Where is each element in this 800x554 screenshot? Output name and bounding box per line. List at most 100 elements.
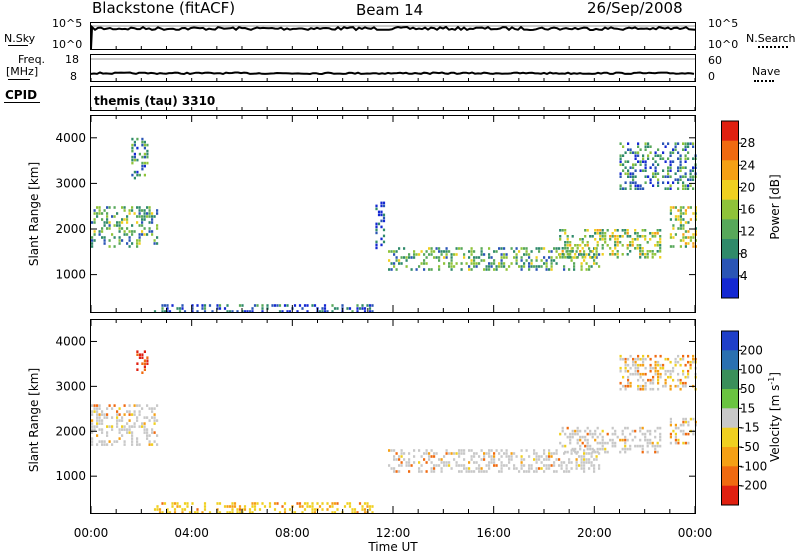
velocity-cell — [420, 455, 423, 458]
power-cell — [425, 250, 428, 253]
velocity-cell — [181, 508, 184, 511]
velocity-cell — [649, 366, 652, 370]
power-cell — [588, 265, 591, 268]
velocity-cell — [106, 413, 109, 416]
velocity-cell — [218, 502, 222, 505]
velocity-cell — [649, 429, 652, 433]
velocity-cell — [361, 505, 364, 508]
velocity-cell — [664, 369, 667, 373]
power-cell — [470, 250, 473, 253]
velocity-cell — [575, 461, 578, 464]
power-cell — [382, 219, 386, 223]
velocity-cell — [649, 357, 652, 361]
power-cell — [644, 160, 647, 163]
power-cell — [654, 175, 657, 178]
velocity-cell — [578, 464, 581, 467]
power-cell — [576, 256, 579, 259]
power-cell — [677, 157, 680, 160]
power-cell — [463, 256, 466, 259]
power-cell — [148, 230, 151, 233]
power-cell — [621, 244, 624, 247]
power-cell — [619, 154, 622, 157]
velocity-cell — [176, 505, 179, 508]
velocity-cell — [136, 443, 139, 446]
velocity-cell — [654, 360, 657, 364]
velocity-cell — [657, 375, 660, 379]
velocity-cell — [493, 455, 496, 458]
velocity-cell — [143, 416, 146, 419]
power-cell — [692, 157, 695, 160]
power-cell — [201, 307, 204, 310]
power-cell — [371, 310, 374, 313]
power-cell — [216, 307, 219, 310]
power-colorbar-tick-label: 4 — [740, 269, 748, 283]
power-cell — [128, 230, 131, 233]
power-cell — [619, 160, 622, 163]
power-cell — [393, 265, 396, 268]
power-cell — [318, 310, 322, 313]
velocity-cell — [138, 425, 141, 428]
velocity-echo-region — [153, 502, 374, 514]
power-cell — [566, 235, 569, 238]
velocity-cell — [626, 438, 629, 442]
velocity-cell — [156, 508, 159, 511]
velocity-cell — [586, 444, 589, 448]
power-cell — [286, 304, 289, 307]
velocity-cell — [642, 384, 645, 388]
power-cell — [672, 160, 675, 163]
power-cell — [143, 173, 146, 177]
power-cell — [684, 166, 687, 169]
power-cell — [636, 244, 639, 247]
power-cell — [133, 143, 136, 147]
power-cell — [689, 172, 692, 175]
velocity-cell — [649, 363, 652, 367]
power-cell — [624, 160, 627, 163]
velocity-cell — [293, 511, 297, 514]
power-cell — [118, 236, 121, 239]
velocity-echo-region — [619, 354, 697, 391]
velocity-cell — [463, 458, 466, 461]
power-cell — [493, 262, 496, 265]
power-cell — [642, 169, 645, 172]
x-tick-label: 16:00 — [476, 526, 511, 540]
velocity-cell — [336, 508, 339, 511]
power-cell — [136, 221, 139, 224]
velocity-cell — [138, 413, 141, 416]
velocity-cell — [646, 429, 649, 433]
velocity-cell — [318, 505, 322, 508]
velocity-cell — [478, 464, 481, 467]
power-cell — [679, 224, 682, 227]
velocity-cell — [664, 372, 667, 376]
velocity-cell — [611, 438, 614, 442]
power-cell — [141, 137, 144, 141]
velocity-cell — [420, 470, 423, 473]
power-cell — [480, 253, 483, 256]
power-cell — [558, 247, 561, 250]
power-cell — [515, 259, 518, 262]
velocity-cell — [326, 508, 329, 511]
velocity-cell — [659, 375, 662, 379]
power-cell — [599, 229, 602, 232]
power-cell — [599, 238, 602, 241]
velocity-cell — [659, 444, 662, 448]
power-cell — [611, 253, 614, 256]
velocity-cell — [642, 360, 645, 364]
power-cell — [619, 157, 622, 160]
velocity-cell — [498, 458, 501, 461]
velocity-cell — [654, 429, 657, 433]
power-cell — [121, 221, 124, 224]
power-cell — [692, 142, 695, 145]
velocity-cell — [490, 455, 493, 458]
velocity-cell — [490, 449, 493, 452]
power-cell — [689, 206, 692, 209]
velocity-cell — [639, 444, 642, 448]
power-cell — [679, 169, 682, 172]
velocity-cell — [657, 363, 660, 367]
velocity-cell — [672, 378, 675, 382]
nsearch-tick-low: 10^0 — [708, 38, 739, 51]
power-cell — [450, 259, 453, 262]
power-cell — [463, 253, 466, 256]
power-cell — [525, 250, 528, 253]
velocity-cell — [418, 461, 421, 464]
